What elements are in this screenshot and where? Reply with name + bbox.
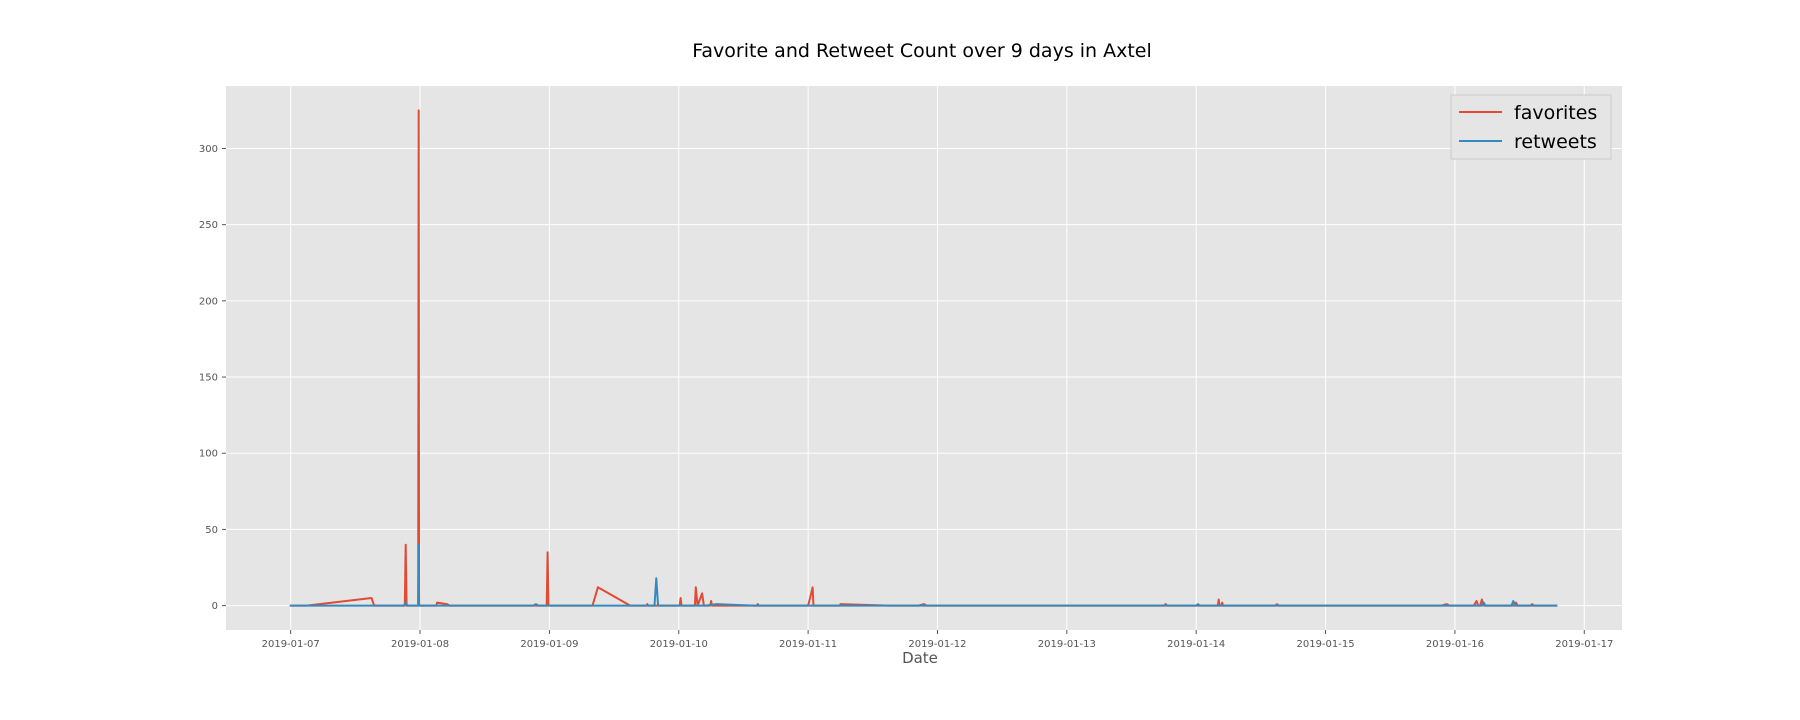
x-tick-label: 2019-01-12 [908,639,966,650]
y-tick-label: 250 [199,220,218,231]
chart-title: Favorite and Retweet Count over 9 days i… [692,40,1152,62]
x-tick-label: 2019-01-17 [1555,639,1613,650]
x-axis-ticks: 2019-01-07 2019-01-08 2019-01-09 2019-01-10… [262,630,1613,650]
legend: favorites retweets [1450,94,1612,160]
legend-label-favorites: favorites [1514,102,1597,124]
y-tick-label: 0 [212,601,218,612]
y-tick-label: 150 [199,373,218,384]
x-tick-label: 2019-01-13 [1038,639,1096,650]
series-line-retweets [289,543,1558,607]
y-tick-label: 50 [205,525,218,536]
y-tick-label: 200 [199,296,218,307]
y-axis-ticks: 0 50 100 150 200 250 300 [199,144,226,612]
x-tick-label: 2019-01-15 [1296,639,1354,650]
x-tick-label: 2019-01-16 [1426,639,1484,650]
x-tick-label: 2019-01-09 [520,639,578,650]
x-tick-label: 2019-01-10 [650,639,708,650]
plot-area [226,86,1622,630]
x-tick-label: 2019-01-11 [779,639,837,650]
x-axis-label: Date [902,649,938,667]
legend-box [1450,94,1612,160]
x-tick-label: 2019-01-07 [262,639,320,650]
y-tick-label: 300 [199,144,218,155]
x-tick-label: 2019-01-14 [1167,639,1225,650]
y-tick-label: 100 [199,449,218,460]
legend-label-retweets: retweets [1514,131,1597,153]
x-tick-label: 2019-01-08 [391,639,449,650]
series-lines [289,109,1558,607]
